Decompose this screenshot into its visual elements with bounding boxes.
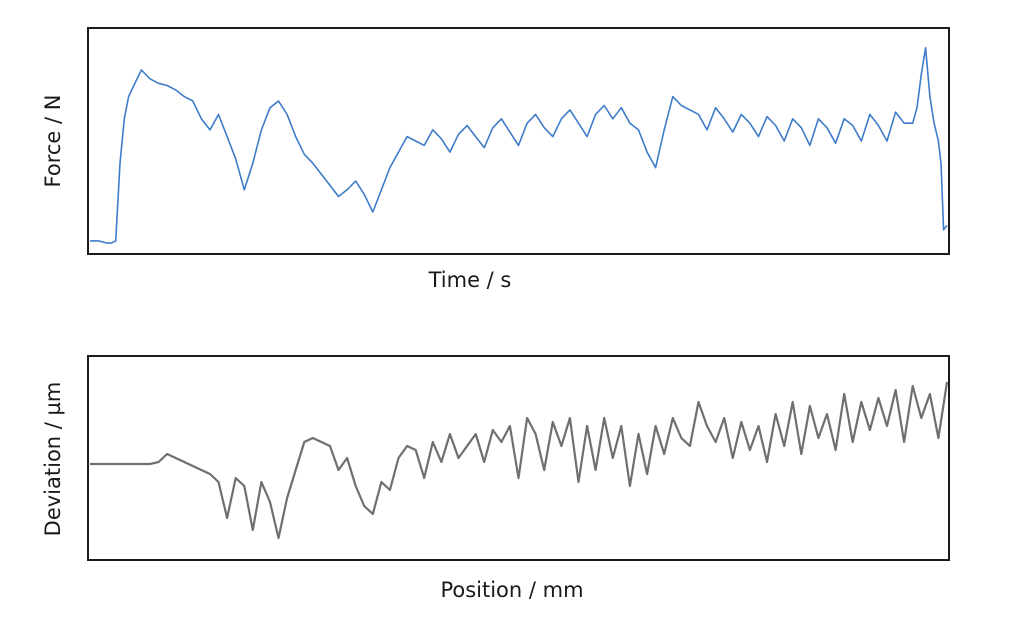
deviation-x-axis-label: Position / mm — [440, 578, 583, 602]
deviation-chart: Position / mm Deviation / µm — [41, 355, 950, 602]
force-series-group — [90, 46, 948, 244]
force-plot-frame — [87, 27, 950, 255]
force-x-axis-label: Time / s — [428, 268, 512, 292]
force-line-0 — [90, 46, 948, 244]
deviation-y-axis-label: Deviation / µm — [41, 382, 65, 537]
force-y-axis-label: Force / N — [41, 95, 65, 188]
force-chart: Time / s Force / N — [41, 27, 950, 292]
deviation-plot-frame — [87, 355, 950, 561]
deviation-series-group — [90, 381, 949, 540]
deviation-line-0 — [90, 381, 949, 540]
